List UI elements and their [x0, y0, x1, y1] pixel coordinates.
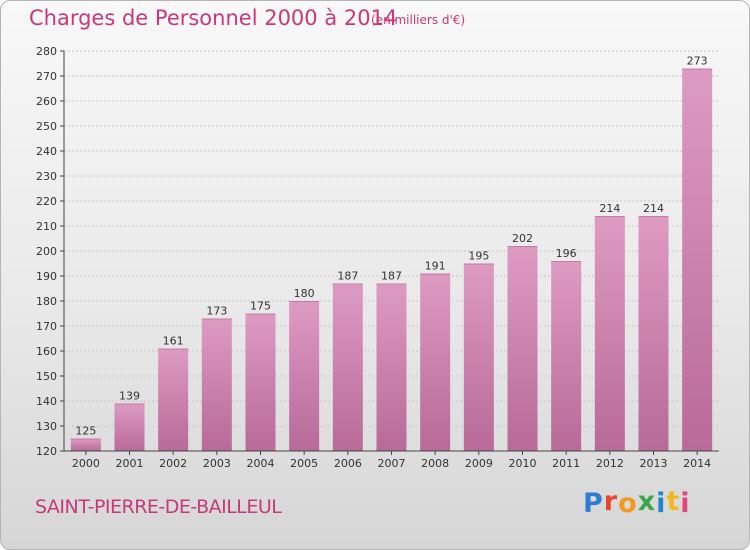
logo-letter: P [583, 488, 604, 519]
x-tick-label: 2014 [683, 457, 711, 470]
y-tick-label: 240 [36, 145, 57, 158]
bars: 125 139 161 173 175 180 187 187 191 195 202 196 214 2… [70, 55, 713, 451]
commune-name: SAINT-PIERRE-DE-BAILLEUL [35, 496, 282, 518]
x-tick-label: 2011 [552, 457, 580, 470]
y-tick-label: 250 [36, 120, 57, 133]
y-tick-label: 170 [36, 320, 57, 333]
proxiti-logo: Proxiti [583, 486, 691, 519]
y-axis: 120 130 140 150 160 170 180 190 200 210 220 230 240 2… [36, 45, 65, 458]
bar-2004 [245, 313, 276, 451]
bar-value-label: 161 [163, 335, 184, 348]
y-tick-label: 230 [36, 170, 57, 183]
bar-2013 [638, 216, 669, 451]
y-tick-label: 150 [36, 370, 57, 383]
bar-2009 [463, 263, 494, 451]
bar-value-label: 180 [294, 287, 315, 300]
x-tick-label: 2012 [596, 457, 624, 470]
bar-2005 [289, 301, 320, 451]
x-tick-label: 2003 [203, 457, 231, 470]
bar-2011 [551, 261, 582, 451]
y-tick-label: 160 [36, 345, 57, 358]
bar-2006 [332, 283, 363, 451]
bar-value-label: 195 [468, 250, 489, 263]
chart-subtitle: (en milliers d'€) [371, 13, 466, 27]
x-tick-label: 2013 [640, 457, 668, 470]
x-tick-label: 2001 [116, 457, 144, 470]
logo-letter: r [603, 486, 619, 517]
bar-value-label: 191 [425, 260, 446, 273]
y-tick-label: 120 [36, 445, 57, 458]
bar-2008 [420, 273, 451, 451]
logo-letter: t [666, 486, 681, 517]
bar-2010 [507, 246, 538, 451]
bar-value-label: 202 [512, 232, 533, 245]
bar-value-label: 273 [687, 55, 708, 68]
bar-value-label: 175 [250, 300, 271, 313]
bar-2002 [158, 348, 189, 451]
y-tick-label: 130 [36, 420, 57, 433]
y-tick-label: 180 [36, 295, 57, 308]
logo-letter: o [618, 488, 638, 519]
bar-2012 [594, 216, 625, 451]
x-tick-label: 2006 [334, 457, 362, 470]
x-tick-label: 2002 [159, 457, 187, 470]
logo-letter: x [637, 486, 657, 517]
bar-value-label: 187 [381, 270, 402, 283]
y-tick-label: 200 [36, 245, 57, 258]
bar-value-label: 173 [206, 305, 227, 318]
bar-value-label: 187 [337, 270, 358, 283]
bar-value-label: 139 [119, 390, 140, 403]
logo-letter: i [680, 488, 691, 519]
x-axis: 2000 2001 2002 2003 2004 2005 2006 2007 2008 2009… [64, 450, 719, 470]
x-tick-label: 2004 [247, 457, 275, 470]
bar-2003 [201, 318, 232, 451]
y-tick-label: 140 [36, 395, 57, 408]
y-tick-label: 190 [36, 270, 57, 283]
x-tick-label: 2005 [290, 457, 318, 470]
chart-title: Charges de Personnel 2000 à 2014 [29, 6, 398, 30]
bar-value-label: 125 [75, 425, 96, 438]
bar-2007 [376, 283, 407, 451]
y-tick-label: 210 [36, 220, 57, 233]
bar-value-label: 214 [643, 202, 664, 215]
x-tick-label: 2007 [378, 457, 406, 470]
bar-2014 [682, 68, 713, 451]
x-tick-label: 2000 [72, 457, 100, 470]
y-tick-label: 280 [36, 45, 57, 58]
bar-2000 [70, 438, 101, 451]
bar-2001 [114, 403, 145, 451]
x-tick-label: 2009 [465, 457, 493, 470]
y-tick-label: 270 [36, 70, 57, 83]
x-tick-label: 2010 [509, 457, 537, 470]
bar-value-label: 196 [556, 247, 577, 260]
y-tick-label: 260 [36, 95, 57, 108]
bar-value-label: 214 [599, 202, 620, 215]
x-tick-label: 2008 [421, 457, 449, 470]
y-tick-label: 220 [36, 195, 57, 208]
logo-letter: i [656, 488, 667, 519]
